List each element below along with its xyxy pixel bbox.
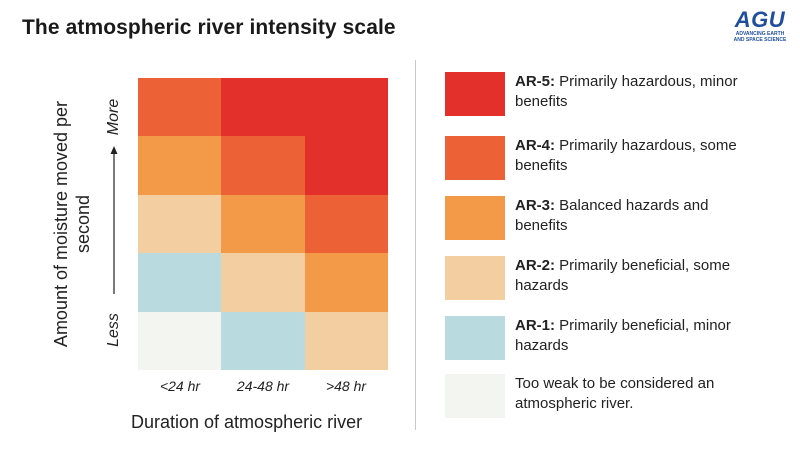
matrix-cell-ar-4	[138, 78, 222, 137]
legend-description: Primarily hazardous, some benefits	[515, 137, 737, 174]
matrix-cell-ar-2	[138, 194, 222, 254]
logo-mark: AGU	[734, 7, 786, 32]
legend-swatch	[445, 374, 505, 418]
matrix-cell-weak	[138, 311, 222, 371]
y-axis-more-label: More	[105, 98, 122, 136]
legend-description: Primarily beneficial, some hazards	[515, 257, 731, 294]
legend-description: Balanced hazards and benefits	[515, 197, 709, 234]
matrix-cell-ar-4	[221, 136, 306, 196]
legend-swatch	[445, 72, 505, 116]
page-title: The atmospheric river intensity scale	[22, 16, 396, 39]
matrix-cell-ar-5	[221, 78, 306, 137]
divider	[415, 60, 416, 430]
legend-text: Too weak to be considered an atmospheric…	[515, 374, 765, 414]
up-arrow-icon	[110, 146, 118, 294]
x-axis-label: Duration of atmospheric river	[131, 412, 363, 432]
matrix-cell-ar-2	[221, 253, 306, 313]
legend-text: AR-3: Balanced hazards and benefits	[515, 196, 765, 236]
legend-code: AR-2:	[515, 257, 555, 274]
intensity-matrix	[138, 78, 389, 371]
matrix-cell-ar-3	[304, 253, 389, 313]
agu-logo: AGU ADVANCING EARTH AND SPACE SCIENCE	[731, 7, 789, 44]
logo-tagline: ADVANCING EARTH AND SPACE SCIENCE	[733, 31, 787, 43]
matrix-cell-ar-5	[304, 136, 389, 196]
y-axis-label: Amount of moisture moved per second	[51, 100, 93, 348]
legend-swatch	[445, 136, 505, 180]
x-tick-label: 24-48 hr	[236, 378, 290, 394]
legend-description: Too weak to be considered an atmospheric…	[515, 375, 715, 412]
y-axis-less-label: Less	[105, 313, 122, 347]
legend-swatch	[445, 316, 505, 360]
legend-text: AR-4: Primarily hazardous, some benefits	[515, 136, 765, 176]
legend-description: Primarily beneficial, minor hazards	[515, 317, 731, 354]
legend-swatch	[445, 256, 505, 300]
x-tick-label: <24 hr	[159, 378, 201, 394]
matrix-cell-ar-4	[304, 194, 389, 254]
matrix-cell-ar-1	[221, 311, 306, 371]
matrix-cell-ar-3	[138, 136, 222, 196]
legend-code: AR-1:	[515, 317, 555, 334]
legend-code: AR-5:	[515, 73, 555, 90]
x-tick-label: >48 hr	[325, 378, 367, 394]
matrix-cell-ar-1	[138, 253, 222, 313]
legend-swatch	[445, 196, 505, 240]
legend-text: AR-5: Primarily hazardous, minor benefit…	[515, 72, 765, 112]
legend-text: AR-2: Primarily beneficial, some hazards	[515, 256, 765, 296]
legend-description: Primarily hazardous, minor benefits	[515, 73, 738, 110]
matrix-cell-ar-3	[221, 194, 306, 254]
legend-code: AR-4:	[515, 137, 555, 154]
legend-text: AR-1: Primarily beneficial, minor hazard…	[515, 316, 765, 356]
matrix-cell-ar-5	[304, 78, 389, 137]
matrix-cell-ar-2	[304, 311, 389, 371]
legend-code: AR-3:	[515, 197, 555, 214]
